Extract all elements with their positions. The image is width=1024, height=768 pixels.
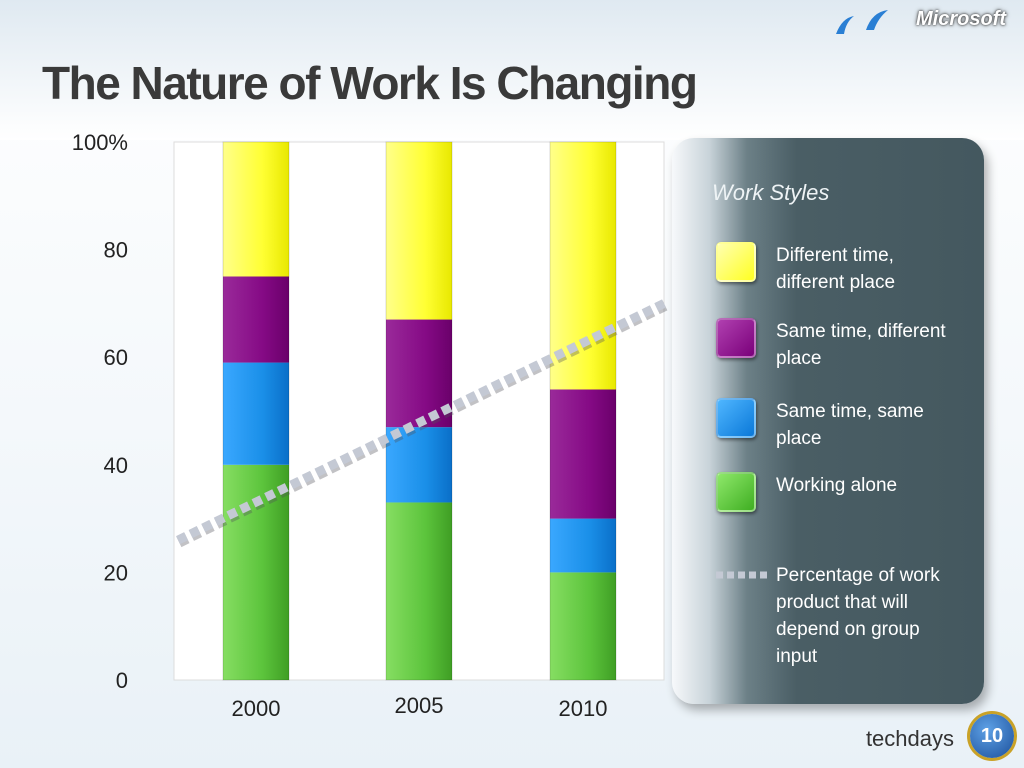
bar-outline-2000	[222, 141, 290, 681]
y-tick-label-60: 60	[104, 345, 128, 370]
bar-2010-different-time-different-place	[550, 142, 616, 390]
trend-line-group	[176, 299, 668, 548]
legend-label: Different time, different place	[776, 245, 896, 293]
flag-logo-icon	[836, 10, 888, 34]
bar-2010-working-alone	[550, 572, 616, 680]
legend-swatch-blue	[716, 398, 756, 438]
y-tick-label-40: 40	[104, 453, 128, 478]
bar-group	[222, 141, 617, 681]
bar-2000-different-time-different-place	[223, 142, 289, 277]
y-tick-label-80: 80	[104, 238, 128, 263]
legend-label: Same time, different place	[776, 321, 946, 369]
y-tick-label-0: 0	[116, 668, 128, 693]
header-band	[0, 0, 1024, 140]
microsoft-logo: Microsoft	[916, 8, 1006, 30]
legend-dashed-line-icon	[716, 571, 770, 579]
bar-outline-2010	[549, 141, 617, 681]
legend-title: Work Styles	[712, 180, 830, 205]
legend-panel: Work Styles Different time, different pl…	[672, 138, 984, 704]
legend-swatch-green	[716, 472, 756, 512]
bar-2005-working-alone	[386, 502, 452, 680]
bar-2005-different-time-different-place	[386, 142, 452, 320]
bar-2000-same-time-different-place	[223, 276, 289, 363]
y-tick-label-100: 100%	[72, 130, 128, 155]
x-tick-label-2010: 2010	[559, 696, 608, 721]
x-tick-label-2000: 2000	[232, 696, 281, 721]
slide-title: The Nature of Work Is Changing	[42, 57, 698, 109]
trend-line	[176, 299, 666, 545]
legend-label: Working alone	[776, 475, 898, 496]
legend-swatch-purple	[716, 318, 756, 358]
techdays-10-badge: 10	[970, 714, 1014, 758]
bar-2000-working-alone	[223, 464, 289, 680]
y-axis-tick-labels: 0 20 40 60 80 100%	[72, 130, 128, 693]
x-axis-tick-labels: 2000 2005 2010	[232, 693, 608, 721]
legend-label: Same time, same place	[776, 401, 924, 449]
x-tick-label-2005: 2005	[395, 693, 444, 718]
bar-2005-same-time-same-place	[386, 427, 452, 503]
bar-2010-same-time-different-place	[550, 389, 616, 519]
bar-2000-same-time-same-place	[223, 362, 289, 465]
y-tick-label-20: 20	[104, 560, 128, 585]
legend-label: Percentage of work product that will dep…	[776, 565, 940, 667]
legend-swatch-yellow	[716, 242, 756, 282]
bar-2010-same-time-same-place	[550, 518, 616, 573]
techdays-logo: techdays	[865, 726, 954, 751]
bar-2005-same-time-different-place	[386, 319, 452, 428]
